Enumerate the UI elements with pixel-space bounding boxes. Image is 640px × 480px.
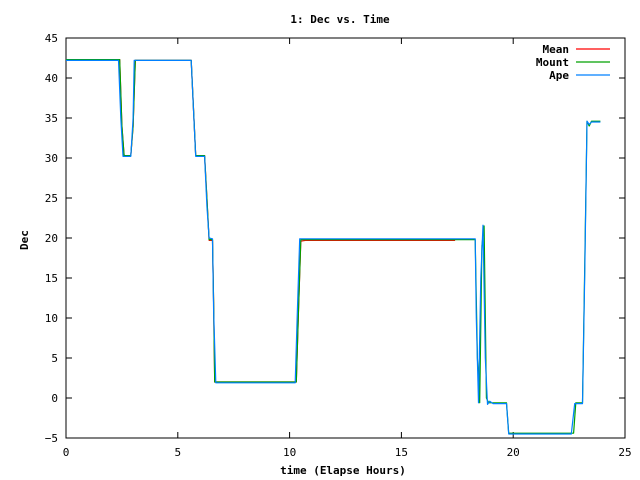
y-tick-label: 45: [45, 32, 58, 45]
y-tick-label: −5: [45, 432, 58, 445]
x-tick-label: 10: [283, 446, 296, 459]
y-tick-label: 35: [45, 112, 58, 125]
x-axis: 0 5 10 15 20 25: [63, 38, 632, 459]
y-tick-label: 30: [45, 152, 58, 165]
legend-label: Ape: [549, 69, 569, 82]
y-axis-label: Dec: [18, 230, 31, 250]
x-tick-label: 0: [63, 446, 70, 459]
y-tick-label: 20: [45, 232, 58, 245]
x-tick-label: 25: [618, 446, 631, 459]
plot-frame: [65, 37, 626, 439]
y-tick-label: 5: [51, 352, 58, 365]
series-line-ape: [66, 59, 601, 435]
y-tick-label: 25: [45, 192, 58, 205]
y-axis: −5 0 5 10 15 20 25 30 35 40 45: [45, 32, 625, 445]
series-line-mount: [66, 59, 601, 434]
x-tick-label: 5: [174, 446, 181, 459]
y-tick-label: 0: [51, 392, 58, 405]
chart-title: 1: Dec vs. Time: [290, 13, 390, 26]
series-line-mean: [66, 59, 456, 383]
legend-label: Mean: [543, 43, 570, 56]
legend-label: Mount: [536, 56, 569, 69]
y-tick-label: 40: [45, 72, 58, 85]
x-axis-label: time (Elapse Hours): [280, 464, 406, 477]
y-tick-label: 10: [45, 312, 58, 325]
series-lines: [66, 59, 601, 435]
y-tick-label: 15: [45, 272, 58, 285]
x-tick-label: 15: [395, 446, 408, 459]
x-tick-label: 20: [507, 446, 520, 459]
